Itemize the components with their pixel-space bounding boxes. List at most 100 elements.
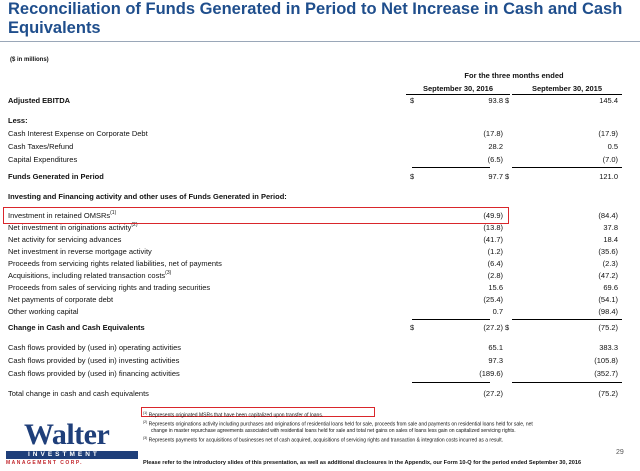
row-label-text: Acquisitions, including related transact…: [8, 271, 166, 280]
row-label-text: Net investment in originations activity: [8, 223, 132, 232]
footnote-ref: (2): [131, 222, 138, 228]
value-2016: (1.2): [487, 247, 503, 256]
row-label: Cash Taxes/Refund: [8, 142, 74, 151]
disclaimer-text: Please refer to the introductory slides …: [143, 460, 582, 466]
row-label: Change in Cash and Cash Equivalents: [8, 323, 145, 332]
table-row: Less:: [0, 115, 640, 126]
table-row: Proceeds from sales of servicing rights …: [0, 282, 640, 293]
table-row: Funds Generated in Period $ 97.7 $ 121.0: [0, 171, 640, 182]
currency-symbol: $: [505, 172, 510, 181]
value-2015: (105.8): [594, 356, 618, 365]
value-2015: (84.4): [598, 211, 618, 220]
row-label: Investing and Financing activity and oth…: [8, 192, 287, 201]
value-2016: (17.8): [483, 129, 503, 138]
table-row: Investing and Financing activity and oth…: [0, 191, 640, 202]
table-row: Adjusted EBITDA $ 93.8 $ 145.4: [0, 95, 640, 106]
currency-symbol: $: [410, 172, 415, 181]
table-row: Investment in retained OMSRs(1) (49.9) (…: [0, 210, 640, 221]
subtotal-rule: [512, 382, 622, 383]
table-row: Net investment in reverse mortgage activ…: [0, 246, 640, 257]
footnote-text: Represents originations activity includi…: [148, 421, 533, 428]
company-logo: Walter INVESTMENT MANAGEMENT CORP.: [6, 418, 138, 468]
row-label: Net payments of corporate debt: [8, 295, 114, 304]
highlight-box-omsr-row: [3, 207, 509, 224]
subtotal-rule: [512, 167, 622, 168]
value-2016: (27.2): [483, 323, 503, 332]
table-row: Change in Cash and Cash Equivalents $ (2…: [0, 322, 640, 333]
value-2016: 0.7: [492, 307, 503, 316]
page-number: 29: [616, 449, 624, 456]
period-header: For the three months ended: [464, 71, 564, 80]
value-2016: (6.5): [487, 155, 503, 164]
column-header-2016: September 30, 2016: [406, 84, 510, 95]
value-2015: 121.0: [599, 172, 618, 181]
footnote-ref: (3): [165, 270, 172, 276]
row-label: Net investment in originations activity(…: [8, 222, 138, 233]
footnotes: (1) Represents originated MSRs that have…: [143, 410, 638, 444]
row-label: Investment in retained OMSRs(1): [8, 210, 116, 221]
footnote-mark: (2): [143, 420, 148, 425]
row-label: Less:: [8, 116, 28, 125]
value-2015: (98.4): [598, 307, 618, 316]
highlight-box-footnote: [141, 407, 375, 417]
footnote-text: Represents payments for acquisitions of …: [148, 437, 504, 444]
footnote-ref: (1): [110, 210, 117, 216]
value-2015: (7.0): [602, 155, 618, 164]
footnote-2: (2) Represents originations activity inc…: [143, 419, 638, 428]
table-row: Cash Interest Expense on Corporate Debt …: [0, 128, 640, 139]
table-row: Net activity for servicing advances (41.…: [0, 234, 640, 245]
subtotal-rule: [512, 319, 622, 320]
row-label: Net investment in reverse mortgage activ…: [8, 247, 152, 256]
value-2016: (189.6): [479, 369, 503, 378]
row-label: Cash Interest Expense on Corporate Debt: [8, 129, 148, 138]
table-row: Cash flows provided by (used in) operati…: [0, 342, 640, 353]
table-row: Net payments of corporate debt (25.4) (5…: [0, 294, 640, 305]
value-2015: (75.2): [598, 323, 618, 332]
value-2016: (27.2): [483, 389, 503, 398]
value-2015: (75.2): [598, 389, 618, 398]
row-label: Cash flows provided by (used in) investi…: [8, 356, 180, 365]
value-2016: 65.1: [488, 343, 503, 352]
row-label: Cash flows provided by (used in) financi…: [8, 369, 180, 378]
value-2016: (41.7): [483, 235, 503, 244]
value-2016: (25.4): [483, 295, 503, 304]
row-label-text: Investment in retained OMSRs: [8, 211, 111, 220]
table-row: Total change in cash and cash equivalent…: [0, 388, 640, 399]
currency-symbol: $: [505, 96, 510, 105]
table-row: Capital Expenditures (6.5) (7.0): [0, 154, 640, 165]
row-label: Proceeds from sales of servicing rights …: [8, 283, 211, 292]
table-row: Proceeds from servicing rights related l…: [0, 258, 640, 269]
row-label: Cash flows provided by (used in) operati…: [8, 343, 182, 352]
value-2016: (13.8): [483, 223, 503, 232]
footnote-text: change in master repurchase agreements a…: [151, 428, 516, 435]
row-label: Other working capital: [8, 307, 79, 316]
footnote-2-cont: change in master repurchase agreements a…: [143, 428, 638, 434]
value-2016: (49.9): [483, 211, 503, 220]
units-label: ($ in millions): [10, 57, 49, 63]
footnote-3: (3) Represents payments for acquisitions…: [143, 435, 638, 444]
logo-band-text: INVESTMENT: [28, 451, 100, 458]
value-2015: (17.9): [598, 129, 618, 138]
value-2015: 69.6: [603, 283, 618, 292]
value-2015: (2.3): [602, 259, 618, 268]
value-2015: (352.7): [594, 369, 618, 378]
column-header-2015: September 30, 2015: [512, 84, 622, 95]
table-row: Cash flows provided by (used in) investi…: [0, 355, 640, 366]
subtotal-rule: [412, 167, 490, 168]
value-2015: (54.1): [598, 295, 618, 304]
value-2015: (35.6): [598, 247, 618, 256]
slide-title: Reconciliation of Funds Generated in Per…: [8, 0, 623, 37]
table-row: Other working capital 0.7 (98.4): [0, 306, 640, 317]
footnote-mark: (1): [143, 411, 148, 415]
row-label: Adjusted EBITDA: [8, 96, 71, 105]
value-2016: 97.7: [488, 172, 503, 181]
table-row: Cash Taxes/Refund 28.2 0.5: [0, 141, 640, 152]
row-label: Capital Expenditures: [8, 155, 78, 164]
value-2015: (47.2): [598, 271, 618, 280]
value-2016: 97.3: [488, 356, 503, 365]
table-row: Cash flows provided by (used in) financi…: [0, 368, 640, 379]
table-row: Acquisitions, including related transact…: [0, 270, 640, 281]
value-2016: (2.8): [487, 271, 503, 280]
currency-symbol: $: [410, 323, 415, 332]
value-2015: 0.5: [607, 142, 618, 151]
